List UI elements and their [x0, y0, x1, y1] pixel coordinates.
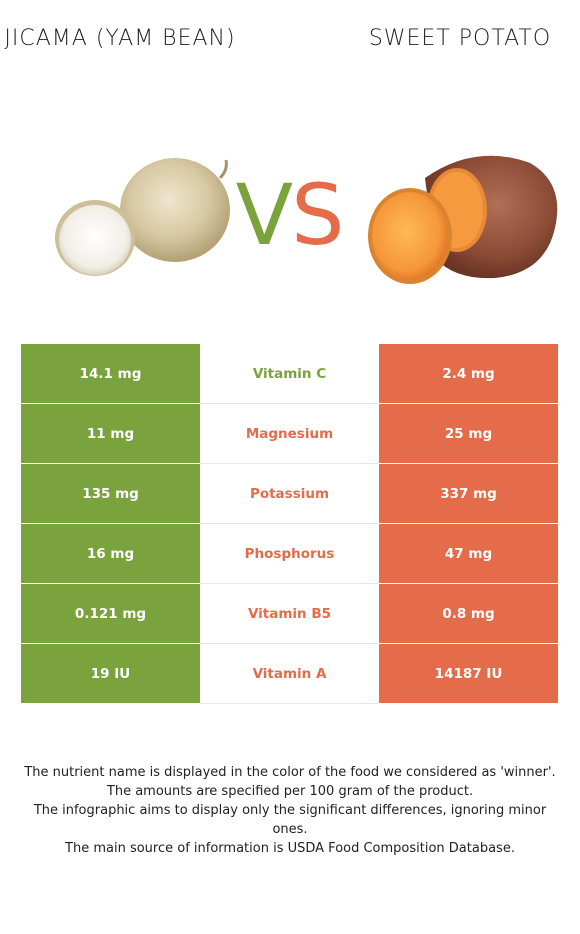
footnote-line: The amounts are specified per 100 gram o…	[106, 784, 474, 799]
right-value: 0.8 mg	[379, 584, 558, 644]
left-value: 16 mg	[21, 524, 200, 584]
nutrient-name: Phosphorus	[200, 524, 379, 584]
right-value: 14187 IU	[379, 644, 558, 704]
footnote-line: The main source of information is USDA F…	[65, 841, 515, 856]
left-value: 11 mg	[21, 404, 200, 464]
right-value: 25 mg	[379, 404, 558, 464]
table-row: 16 mg Phosphorus 47 mg	[21, 524, 558, 584]
table-row: 135 mg Potassium 337 mg	[21, 464, 558, 524]
left-food-title: JICAMA (YAM BEAN)	[4, 26, 236, 51]
footnote-line: The infographic aims to display only the…	[33, 803, 547, 837]
jicama-image	[55, 158, 230, 276]
left-value: 19 IU	[21, 644, 200, 704]
table-row: 11 mg Magnesium 25 mg	[21, 404, 558, 464]
footnote-line: The nutrient name is displayed in the co…	[24, 765, 556, 780]
left-value: 135 mg	[21, 464, 200, 524]
nutrient-name: Potassium	[200, 464, 379, 524]
table-row: 14.1 mg Vitamin C 2.4 mg	[21, 344, 558, 404]
table-row: 19 IU Vitamin A 14187 IU	[21, 644, 558, 704]
vs-label: VS	[224, 170, 354, 260]
nutrient-name: Magnesium	[200, 404, 379, 464]
comparison-table: 14.1 mg Vitamin C 2.4 mg 11 mg Magnesium…	[21, 344, 558, 704]
footnote: The nutrient name is displayed in the co…	[16, 763, 564, 858]
table-row: 0.121 mg Vitamin B5 0.8 mg	[21, 584, 558, 644]
nutrient-name: Vitamin A	[200, 644, 379, 704]
right-food-title: SWEET POTATO	[368, 26, 552, 51]
vs-letter-v: V	[235, 166, 293, 264]
nutrient-name: Vitamin C	[200, 344, 379, 404]
left-value: 0.121 mg	[21, 584, 200, 644]
nutrient-name: Vitamin B5	[200, 584, 379, 644]
right-value: 47 mg	[379, 524, 558, 584]
right-value: 2.4 mg	[379, 344, 558, 404]
vs-letter-s: S	[291, 166, 344, 264]
sweet-potato-image	[368, 155, 558, 284]
right-value: 337 mg	[379, 464, 558, 524]
left-value: 14.1 mg	[21, 344, 200, 404]
